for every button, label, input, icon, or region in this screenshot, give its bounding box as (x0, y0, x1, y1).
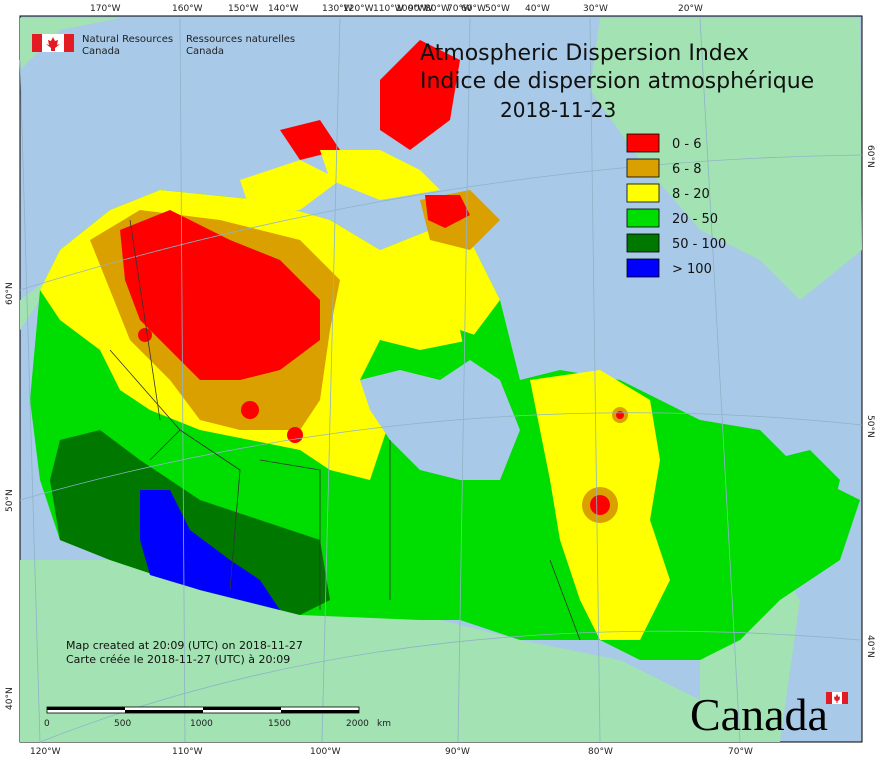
lon-label: 110°W (373, 4, 404, 14)
legend-item: 50 - 100 (626, 233, 726, 253)
title-en: Atmospheric Dispersion Index (420, 41, 749, 66)
credit-en: Map created at 20:09 (UTC) on 2018-11-27 (66, 639, 303, 652)
lat-label: 50°N (865, 415, 875, 438)
lon-label: 90°W (445, 747, 470, 757)
legend-item: 8 - 20 (626, 183, 710, 203)
canada-land (30, 40, 860, 660)
legend-item: 6 - 8 (626, 158, 702, 178)
legend-swatch (626, 258, 660, 278)
bottom-longitude-labels: 120°W 110°W 100°W 90°W 80°W 70°W (30, 747, 753, 757)
agency-name-fr: Ressources naturelles (186, 34, 295, 45)
lon-label: 60°W (461, 4, 486, 14)
legend-label: 0 - 6 (672, 137, 702, 152)
lon-label: 30°W (583, 4, 608, 14)
legend-swatch (626, 183, 660, 203)
graticule (19, 17, 863, 743)
lat-label: 40°N (865, 635, 875, 658)
lon-label: 170°W (90, 4, 121, 14)
legend-swatch (626, 133, 660, 153)
legend-label: 20 - 50 (672, 212, 718, 227)
scale-tick: 2000 (346, 719, 369, 729)
lon-label: 20°W (678, 4, 703, 14)
map-title: Atmospheric Dispersion Index Indice de d… (420, 41, 814, 122)
top-longitude-labels: 170°W 160°W 150°W 140°W 130°W 120°W 110°… (90, 4, 703, 14)
lon-label: 70°W (447, 4, 472, 14)
scale-tick: 500 (114, 719, 131, 729)
agency-country-en: Canada (82, 46, 120, 57)
wordmark-flag-icon (826, 692, 848, 704)
lon-label: 120°W (343, 4, 374, 14)
agency-country-fr: Canada (186, 46, 224, 57)
scale-unit: km (377, 719, 391, 729)
legend-swatch (626, 158, 660, 178)
legend-item: > 100 (626, 258, 712, 278)
legend-label: > 100 (672, 262, 712, 277)
lon-label: 90°W (408, 4, 433, 14)
wordmark-text: Canada (690, 689, 828, 740)
lon-label: 100°W (310, 747, 341, 757)
legend-label: 8 - 20 (672, 187, 710, 202)
canada-wordmark: Canada (690, 689, 848, 740)
scale-tick: 0 (44, 719, 50, 729)
lon-label: 70°W (728, 747, 753, 757)
agency-logo: Natural Resources Canada Ressources natu… (32, 34, 295, 57)
greenland (590, 18, 862, 300)
scale-tick: 1000 (190, 719, 213, 729)
lon-label: 40°W (525, 4, 550, 14)
lon-label: 80°W (425, 4, 450, 14)
lon-label: 130°W (322, 4, 353, 14)
lon-label: 160°W (172, 4, 203, 14)
lat-label: 60°N (5, 282, 15, 305)
lon-label: 80°W (588, 747, 613, 757)
legend-item: 20 - 50 (626, 208, 718, 228)
lon-label: 100°W (396, 4, 427, 14)
canada-flag-icon (32, 34, 74, 52)
scale-tick: 1500 (268, 719, 291, 729)
scale-bar: 0 500 1000 1500 2000 km (44, 706, 391, 729)
left-latitude-labels: 60°N 50°N 40°N (5, 282, 15, 710)
province-borders (109, 219, 581, 641)
lat-label: 60°N (865, 145, 875, 168)
title-date: 2018-11-23 (500, 98, 616, 122)
legend-swatch (626, 208, 660, 228)
right-latitude-labels: 60°N 50°N 40°N (865, 145, 875, 658)
legend-item: 0 - 6 (626, 133, 702, 153)
legend-swatch (626, 233, 660, 253)
lon-label: 150°W (228, 4, 259, 14)
lon-label: 110°W (172, 747, 203, 757)
lat-label: 40°N (5, 687, 15, 710)
credit-fr: Carte créée le 2018-11-27 (UTC) à 20:09 (66, 653, 290, 666)
legend-label: 50 - 100 (672, 237, 726, 252)
agency-name-en: Natural Resources (82, 34, 173, 45)
lon-label: 120°W (30, 747, 61, 757)
lon-label: 50°W (485, 4, 510, 14)
legend: 0 - 6 6 - 8 8 - 20 20 - 50 50 - 100 > 10… (626, 133, 726, 278)
credit: Map created at 20:09 (UTC) on 2018-11-27… (66, 639, 303, 666)
lat-label: 50°N (5, 489, 15, 512)
lon-label: 140°W (268, 4, 299, 14)
legend-label: 6 - 8 (672, 162, 702, 177)
title-fr: Indice de dispersion atmosphérique (420, 69, 814, 94)
